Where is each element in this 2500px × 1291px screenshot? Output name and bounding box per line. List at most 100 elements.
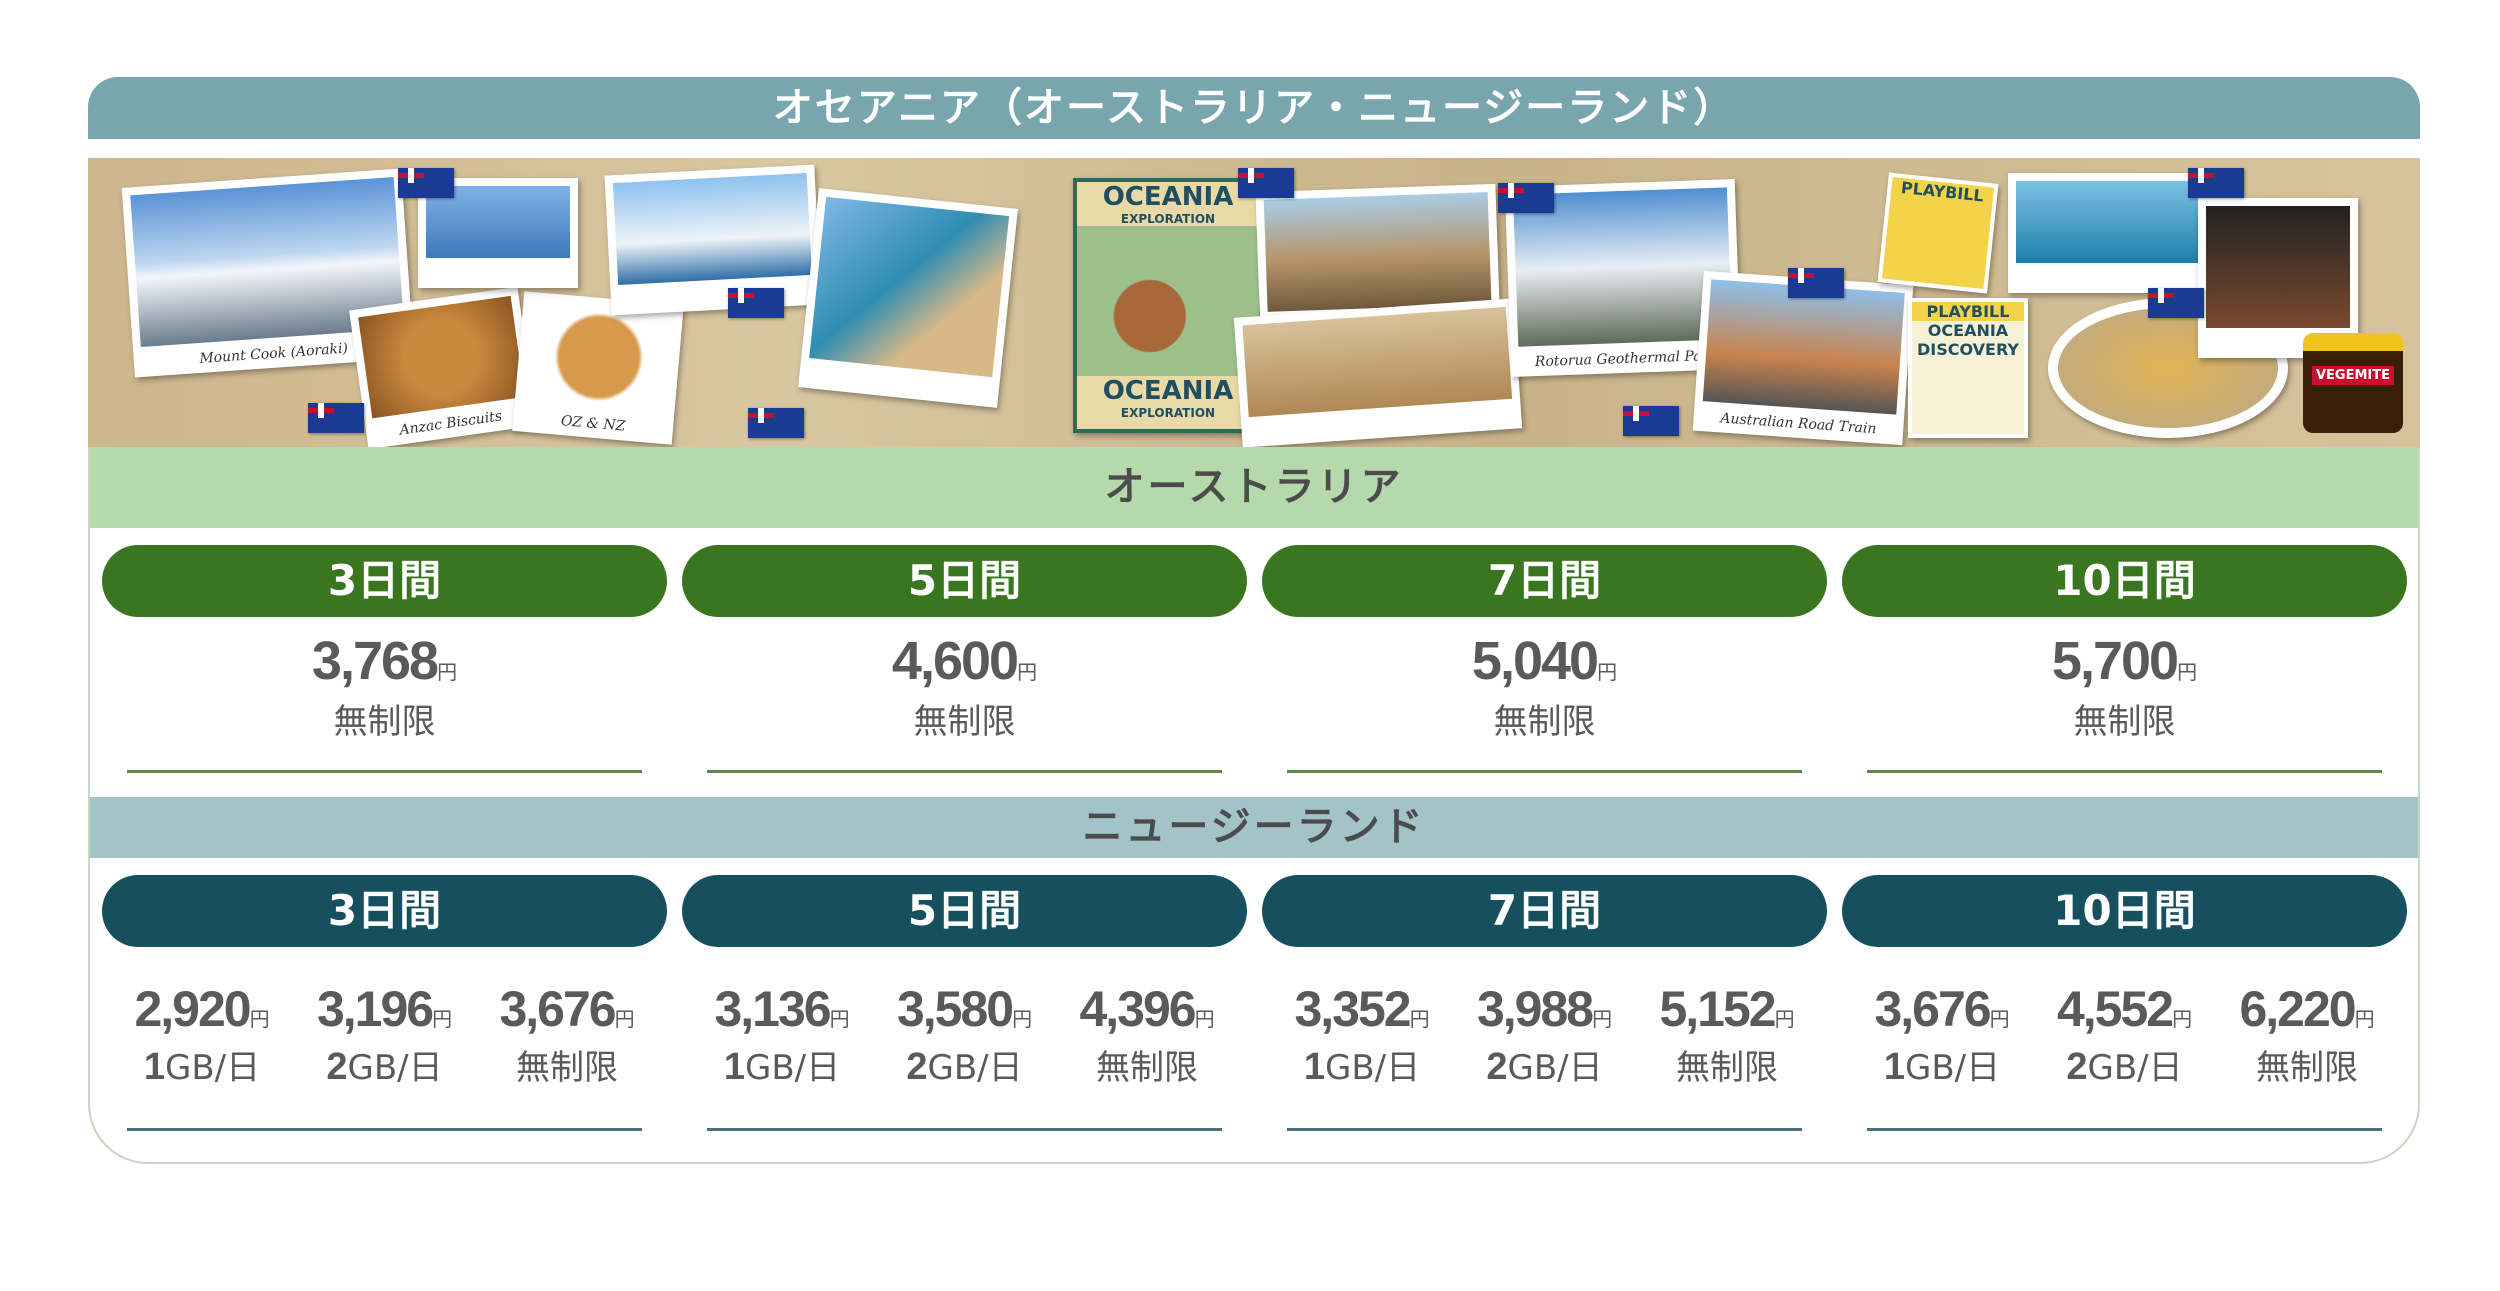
data-amount: 1 bbox=[143, 1046, 165, 1088]
photo-opera-house bbox=[604, 164, 822, 316]
playbill-2: PLAYBILL OCEANIA DISCOVERY bbox=[1908, 298, 2028, 438]
plan-tab-nz-3[interactable]: 10日間 bbox=[1842, 875, 2407, 947]
yen-unit: 円 bbox=[1597, 662, 1618, 684]
yen-unit: 円 bbox=[614, 1009, 635, 1031]
plan-option: 3,988円 2GB/日 bbox=[1455, 980, 1635, 1089]
australia-flag-icon bbox=[2188, 168, 2244, 198]
divider bbox=[1287, 770, 1802, 773]
caption: OZ & NZ bbox=[560, 413, 626, 435]
data-unit: GB/日 bbox=[745, 1048, 841, 1088]
photo-car-2 bbox=[1233, 298, 1523, 447]
data-amount: 2 bbox=[906, 1046, 928, 1088]
yen-unit: 円 bbox=[2354, 1009, 2375, 1031]
data-allowance: 無制限 bbox=[913, 702, 1016, 742]
price: 3,136 bbox=[714, 981, 831, 1037]
price: 3,196 bbox=[316, 981, 434, 1037]
plans-card bbox=[88, 440, 2420, 1164]
yen-unit: 円 bbox=[2177, 662, 2198, 684]
price: 5,040 bbox=[1471, 631, 1599, 691]
poster-text: EXPLORATION bbox=[1120, 406, 1216, 420]
plan-option: 3,136円 1GB/日 bbox=[692, 980, 872, 1089]
price: 3,676 bbox=[499, 981, 616, 1037]
plan-option: 5,152円 無制限 bbox=[1637, 980, 1817, 1089]
plan-tab-7-days[interactable]: 7日間 bbox=[1262, 545, 1827, 617]
data-allowance: 無制限 bbox=[1493, 702, 1596, 742]
divider bbox=[707, 770, 1222, 773]
poster-text: OCEANIA bbox=[1102, 182, 1234, 212]
data-unit: GB/日 bbox=[1905, 1048, 2001, 1088]
photo-pie: OZ & NZ bbox=[512, 291, 684, 445]
plan-price-block: 5,040円 無制限 bbox=[1262, 630, 1827, 743]
data-allowance: 無制限 bbox=[333, 702, 436, 742]
yen-unit: 円 bbox=[1409, 1009, 1430, 1031]
plan-tab-nz-2[interactable]: 7日間 bbox=[1262, 875, 1827, 947]
yen-unit: 円 bbox=[437, 662, 458, 684]
yen-unit: 円 bbox=[1012, 1009, 1033, 1031]
price: 4,600 bbox=[891, 631, 1019, 691]
divider bbox=[1287, 1128, 1802, 1131]
playbill-1: PLAYBILL bbox=[1877, 172, 1999, 294]
new-zealand-heading: ニュージーランド bbox=[90, 797, 2418, 858]
price: 3,768 bbox=[311, 631, 439, 691]
data-unit: GB/日 bbox=[347, 1048, 443, 1088]
plan-price-block: 3,136円 1GB/日 3,580円 2GB/日 4,396円 無制限 bbox=[682, 980, 1247, 1089]
divider bbox=[707, 1128, 1222, 1131]
australia-flag-icon bbox=[1238, 168, 1294, 198]
data-unit: GB/日 bbox=[927, 1048, 1023, 1088]
photo-haka bbox=[2198, 198, 2358, 358]
yen-unit: 円 bbox=[1017, 662, 1038, 684]
price: 3,580 bbox=[896, 981, 1014, 1037]
logo-text: VEGEMITE bbox=[2311, 366, 2394, 385]
plan-price-block: 3,676円 1GB/日 4,552円 2GB/日 6,220円 無制限 bbox=[1842, 980, 2407, 1089]
plan-option: 4,552円 2GB/日 bbox=[2035, 980, 2215, 1089]
caption: Australian Road Train bbox=[1719, 410, 1877, 438]
plan-tab-5-days[interactable]: 5日間 bbox=[682, 545, 1247, 617]
data-amount: 2 bbox=[1486, 1046, 1508, 1088]
poster-text: OCEANIA DISCOVERY bbox=[1916, 321, 2019, 359]
plan-option: 3,676円無制限 bbox=[477, 980, 657, 1089]
plan-price-block: 4,600円 無制限 bbox=[682, 630, 1247, 743]
data-unit: GB/日 bbox=[1325, 1048, 1421, 1088]
data-amount: 2 bbox=[2066, 1046, 2088, 1088]
yen-unit: 円 bbox=[1774, 1009, 1795, 1031]
data-amount: 1 bbox=[1883, 1046, 1905, 1088]
page-title: オセアニア（オーストラリア・ニュージーランド） bbox=[88, 77, 2420, 139]
australia-flag-icon bbox=[1498, 183, 1554, 213]
oceania-banner-image: Mount Cook (Aoraki) Anzac Biscuits OZ & … bbox=[88, 158, 2420, 447]
plan-price-block: 5,700円 無制限 bbox=[1842, 630, 2407, 743]
data-unit: 無制限 bbox=[516, 1048, 618, 1088]
plan-tab-3-days[interactable]: 3日間 bbox=[102, 545, 667, 617]
plan-option: 3,352円 1GB/日 bbox=[1272, 980, 1452, 1089]
yen-unit: 円 bbox=[432, 1009, 453, 1031]
photo-coast bbox=[798, 188, 1018, 408]
australia-heading: オーストラリア bbox=[90, 447, 2418, 528]
data-unit: GB/日 bbox=[2087, 1048, 2183, 1088]
vegemite-jar: VEGEMITE bbox=[2303, 333, 2403, 433]
australia-flag-icon bbox=[1623, 406, 1679, 436]
poster-text: OCEANIA bbox=[1102, 376, 1234, 406]
data-unit: 無制限 bbox=[1676, 1048, 1778, 1088]
data-unit: 無制限 bbox=[1096, 1048, 1198, 1088]
plan-option: 3,676円 1GB/日 bbox=[1852, 980, 2032, 1089]
australia-flag-icon bbox=[1788, 268, 1844, 298]
photo-anzac-biscuits: Anzac Biscuits bbox=[349, 286, 537, 447]
plan-tab-10-days[interactable]: 10日間 bbox=[1842, 545, 2407, 617]
price: 2,920 bbox=[134, 981, 251, 1037]
plan-option: 3,580円 2GB/日 bbox=[875, 980, 1055, 1089]
poster-text: PLAYBILL bbox=[1900, 177, 1985, 206]
divider bbox=[127, 1128, 642, 1131]
australia-flag-icon bbox=[748, 408, 804, 438]
divider bbox=[1867, 770, 2382, 773]
photo-surfing bbox=[2008, 173, 2218, 293]
plan-tab-nz-1[interactable]: 5日間 bbox=[682, 875, 1247, 947]
price: 6,220 bbox=[2239, 981, 2356, 1037]
plan-option: 4,396円 無制限 bbox=[1057, 980, 1237, 1089]
price: 3,676 bbox=[1874, 981, 1991, 1037]
data-allowance: 無制限 bbox=[2073, 702, 2176, 742]
data-amount: 1 bbox=[723, 1046, 745, 1088]
plan-tab-nz-0[interactable]: 3日間 bbox=[102, 875, 667, 947]
divider bbox=[1867, 1128, 2382, 1131]
poster-text: PLAYBILL bbox=[1912, 302, 2024, 321]
plan-option: 3,196円 2GB/日 bbox=[295, 980, 475, 1089]
oceania-poster: OCEANIA EXPLORATION OCEANIA EXPLORATION bbox=[1073, 178, 1263, 433]
